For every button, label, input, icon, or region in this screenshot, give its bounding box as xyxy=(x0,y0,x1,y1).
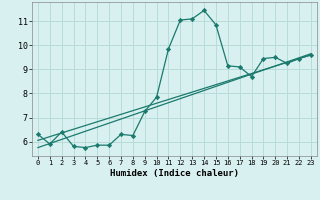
X-axis label: Humidex (Indice chaleur): Humidex (Indice chaleur) xyxy=(110,169,239,178)
